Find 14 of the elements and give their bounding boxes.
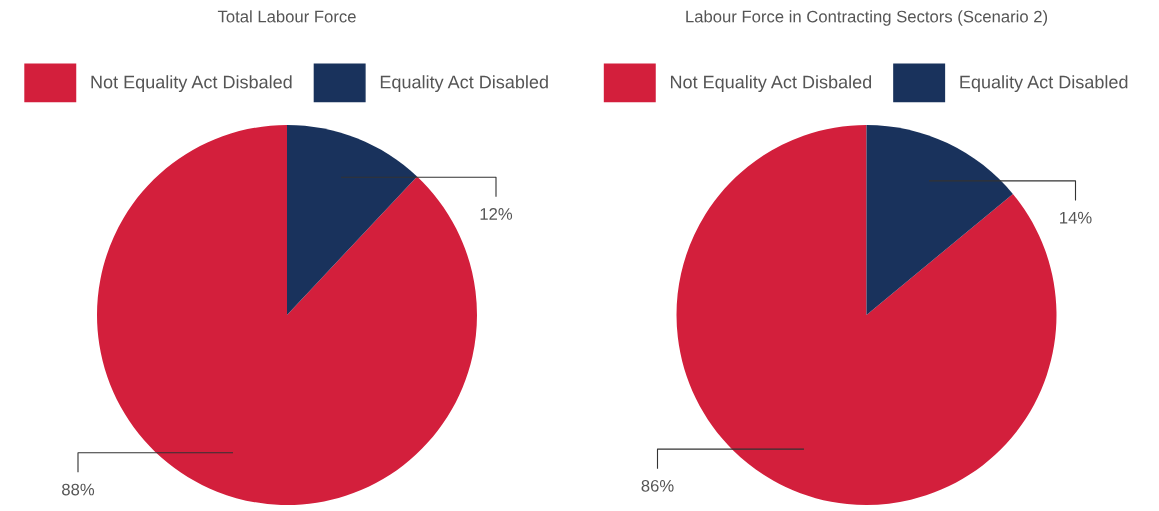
data-label: 12% bbox=[480, 208, 513, 220]
pie-slice bbox=[97, 125, 477, 505]
legend-label: Equality Act Disabled bbox=[960, 75, 1128, 93]
legend-label: Equality Act Disabled bbox=[380, 75, 548, 93]
pie-slice bbox=[287, 125, 418, 315]
data-label: 14% bbox=[1060, 211, 1092, 224]
data-label: 88% bbox=[62, 483, 95, 496]
legend-label: Not Equality Act Disbaled bbox=[91, 75, 292, 93]
data-label: 86% bbox=[641, 479, 674, 492]
chart-title: Total Labour Force bbox=[217, 10, 356, 23]
chart-title: Labour Force in Contracting Sectors (Scenario 2) bbox=[686, 10, 1048, 26]
pie-slice bbox=[866, 125, 1013, 315]
pie-slice bbox=[676, 125, 1057, 505]
slice-label: Not Equality Act Disbaled bbox=[670, 75, 872, 93]
